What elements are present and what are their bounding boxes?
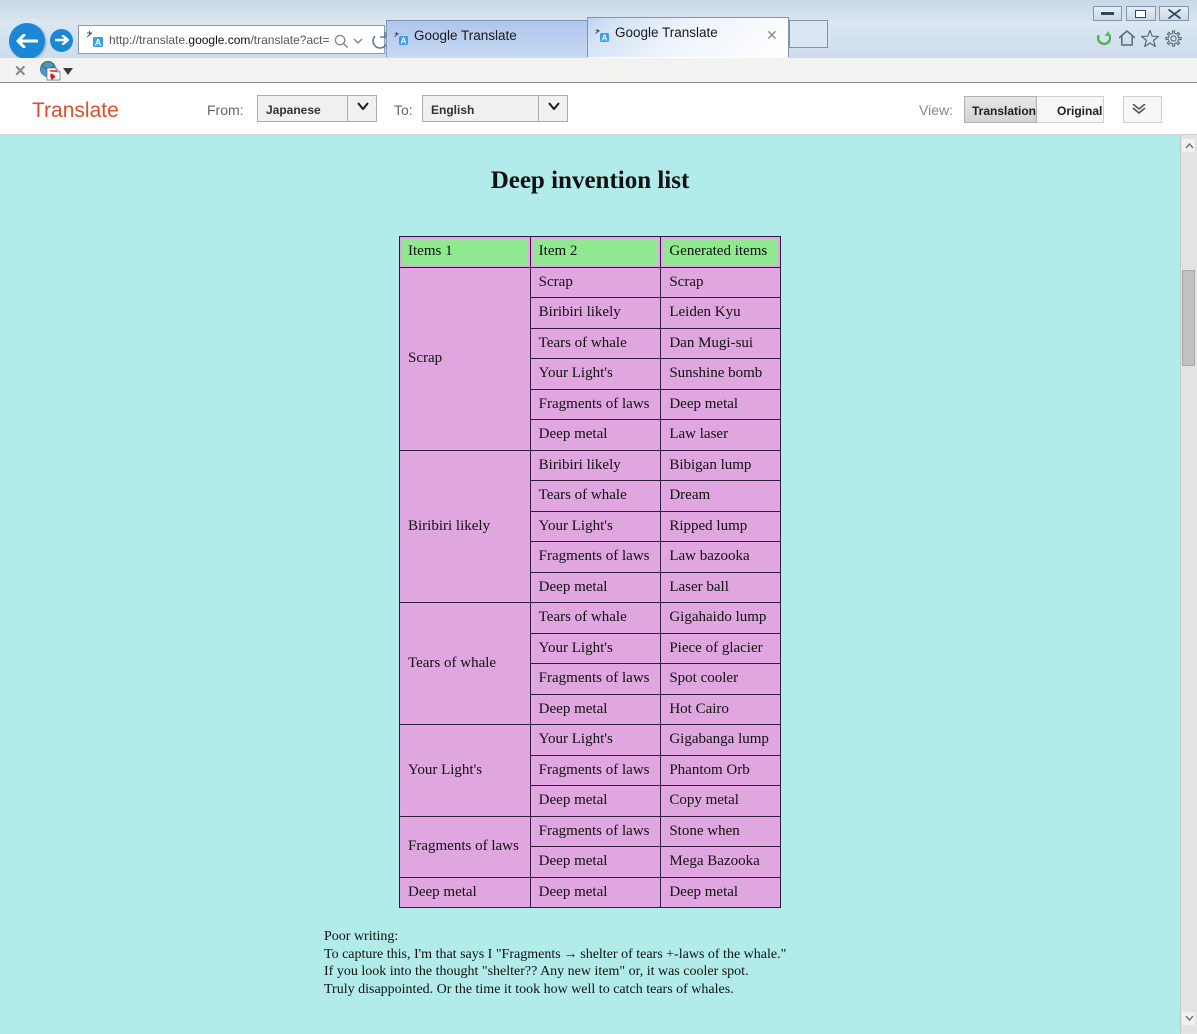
svg-text:A: A (602, 34, 608, 43)
svg-text:A: A (401, 37, 407, 46)
svg-text:A: A (95, 38, 102, 48)
